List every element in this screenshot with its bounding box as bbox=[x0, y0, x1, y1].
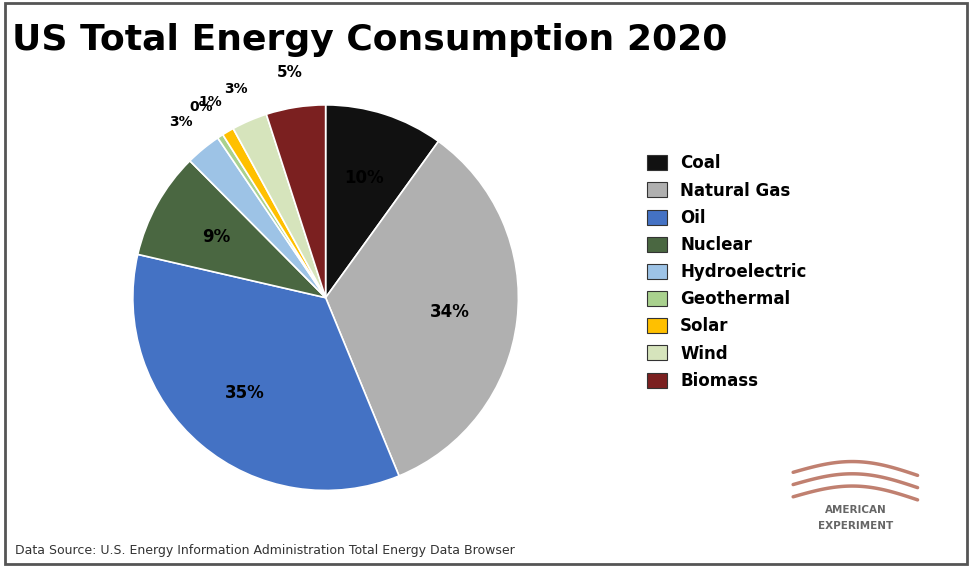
Text: 9%: 9% bbox=[202, 228, 230, 246]
Wedge shape bbox=[326, 141, 518, 476]
Text: 1%: 1% bbox=[198, 95, 223, 108]
Text: 0%: 0% bbox=[190, 100, 213, 114]
Wedge shape bbox=[266, 105, 326, 298]
Wedge shape bbox=[190, 138, 326, 298]
Wedge shape bbox=[133, 255, 399, 490]
Wedge shape bbox=[218, 134, 326, 298]
Text: AMERICAN: AMERICAN bbox=[824, 505, 886, 515]
Wedge shape bbox=[138, 161, 326, 298]
Legend: Coal, Natural Gas, Oil, Nuclear, Hydroelectric, Geothermal, Solar, Wind, Biomass: Coal, Natural Gas, Oil, Nuclear, Hydroel… bbox=[641, 148, 814, 396]
Text: 3%: 3% bbox=[169, 115, 193, 129]
Wedge shape bbox=[233, 114, 326, 298]
Wedge shape bbox=[326, 105, 438, 298]
Text: 35%: 35% bbox=[225, 384, 264, 402]
Text: Data Source: U.S. Energy Information Administration Total Energy Data Browser: Data Source: U.S. Energy Information Adm… bbox=[15, 544, 514, 557]
Text: EXPERIMENT: EXPERIMENT bbox=[817, 522, 893, 531]
Text: 10%: 10% bbox=[344, 170, 384, 188]
Text: 34%: 34% bbox=[431, 303, 470, 321]
Text: 3%: 3% bbox=[224, 82, 248, 96]
Text: 5%: 5% bbox=[277, 65, 303, 81]
Wedge shape bbox=[223, 129, 326, 298]
Text: US Total Energy Consumption 2020: US Total Energy Consumption 2020 bbox=[12, 23, 727, 57]
